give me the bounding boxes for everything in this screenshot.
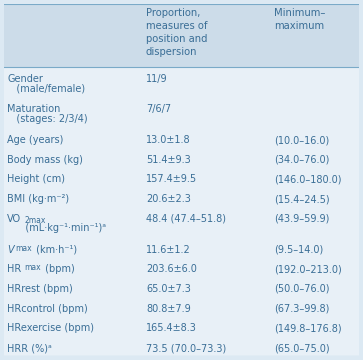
Text: (146.0–180.0): (146.0–180.0) xyxy=(274,175,342,184)
Text: (65.0–75.0): (65.0–75.0) xyxy=(274,343,330,353)
Text: 11/9: 11/9 xyxy=(146,73,168,84)
Text: Minimum–
maximum: Minimum– maximum xyxy=(274,8,325,31)
Text: 73.5 (70.0–73.3): 73.5 (70.0–73.3) xyxy=(146,343,226,353)
Text: 48.4 (47.4–51.8): 48.4 (47.4–51.8) xyxy=(146,214,226,224)
Text: (43.9–59.9): (43.9–59.9) xyxy=(274,214,329,224)
Text: (9.5–14.0): (9.5–14.0) xyxy=(274,244,323,255)
Text: HR: HR xyxy=(7,264,21,274)
Text: (mL·kg⁻¹·min⁻¹)ᵃ: (mL·kg⁻¹·min⁻¹)ᵃ xyxy=(16,224,106,234)
Text: HRexercise (bpm): HRexercise (bpm) xyxy=(7,323,94,333)
Text: Proportion,
measures of
position and
dispersion: Proportion, measures of position and dis… xyxy=(146,8,207,58)
Text: (50.0–76.0): (50.0–76.0) xyxy=(274,284,330,294)
Text: V: V xyxy=(7,244,14,255)
Text: 157.4±9.5: 157.4±9.5 xyxy=(146,175,197,184)
Text: (stages: 2/3/4): (stages: 2/3/4) xyxy=(7,114,88,124)
Text: (34.0–76.0): (34.0–76.0) xyxy=(274,155,329,165)
Text: (male/female): (male/female) xyxy=(7,83,85,93)
Text: max: max xyxy=(24,263,41,272)
Text: max: max xyxy=(15,244,32,253)
Text: 2max: 2max xyxy=(24,216,46,225)
Text: (149.8–176.8): (149.8–176.8) xyxy=(274,323,342,333)
Text: 165.4±8.3: 165.4±8.3 xyxy=(146,323,197,333)
Text: 20.6±2.3: 20.6±2.3 xyxy=(146,194,191,204)
Text: Maturation: Maturation xyxy=(7,104,61,114)
Text: Body mass (kg): Body mass (kg) xyxy=(7,155,83,165)
Text: HRcontrol (bpm): HRcontrol (bpm) xyxy=(7,304,88,314)
Text: 65.0±7.3: 65.0±7.3 xyxy=(146,284,191,294)
Text: 80.8±7.9: 80.8±7.9 xyxy=(146,304,191,314)
Text: 203.6±6.0: 203.6±6.0 xyxy=(146,264,197,274)
Text: (67.3–99.8): (67.3–99.8) xyxy=(274,304,329,314)
Text: 13.0±1.8: 13.0±1.8 xyxy=(146,135,191,145)
Text: (15.4–24.5): (15.4–24.5) xyxy=(274,194,330,204)
Text: BMI (kg·m⁻²): BMI (kg·m⁻²) xyxy=(7,194,69,204)
Text: (km·h⁻¹): (km·h⁻¹) xyxy=(33,244,77,255)
Text: Age (years): Age (years) xyxy=(7,135,64,145)
Bar xyxy=(4,4,359,67)
Text: 11.6±1.2: 11.6±1.2 xyxy=(146,244,191,255)
Text: Height (cm): Height (cm) xyxy=(7,175,65,184)
Text: (bpm): (bpm) xyxy=(42,264,75,274)
Text: VO: VO xyxy=(7,214,21,224)
Text: (192.0–213.0): (192.0–213.0) xyxy=(274,264,342,274)
Text: HRrest (bpm): HRrest (bpm) xyxy=(7,284,73,294)
Text: HRR (%)ᵃ: HRR (%)ᵃ xyxy=(7,343,52,353)
Text: (10.0–16.0): (10.0–16.0) xyxy=(274,135,329,145)
Text: Gender: Gender xyxy=(7,73,43,84)
Text: 7/6/7: 7/6/7 xyxy=(146,104,171,114)
Text: 51.4±9.3: 51.4±9.3 xyxy=(146,155,191,165)
